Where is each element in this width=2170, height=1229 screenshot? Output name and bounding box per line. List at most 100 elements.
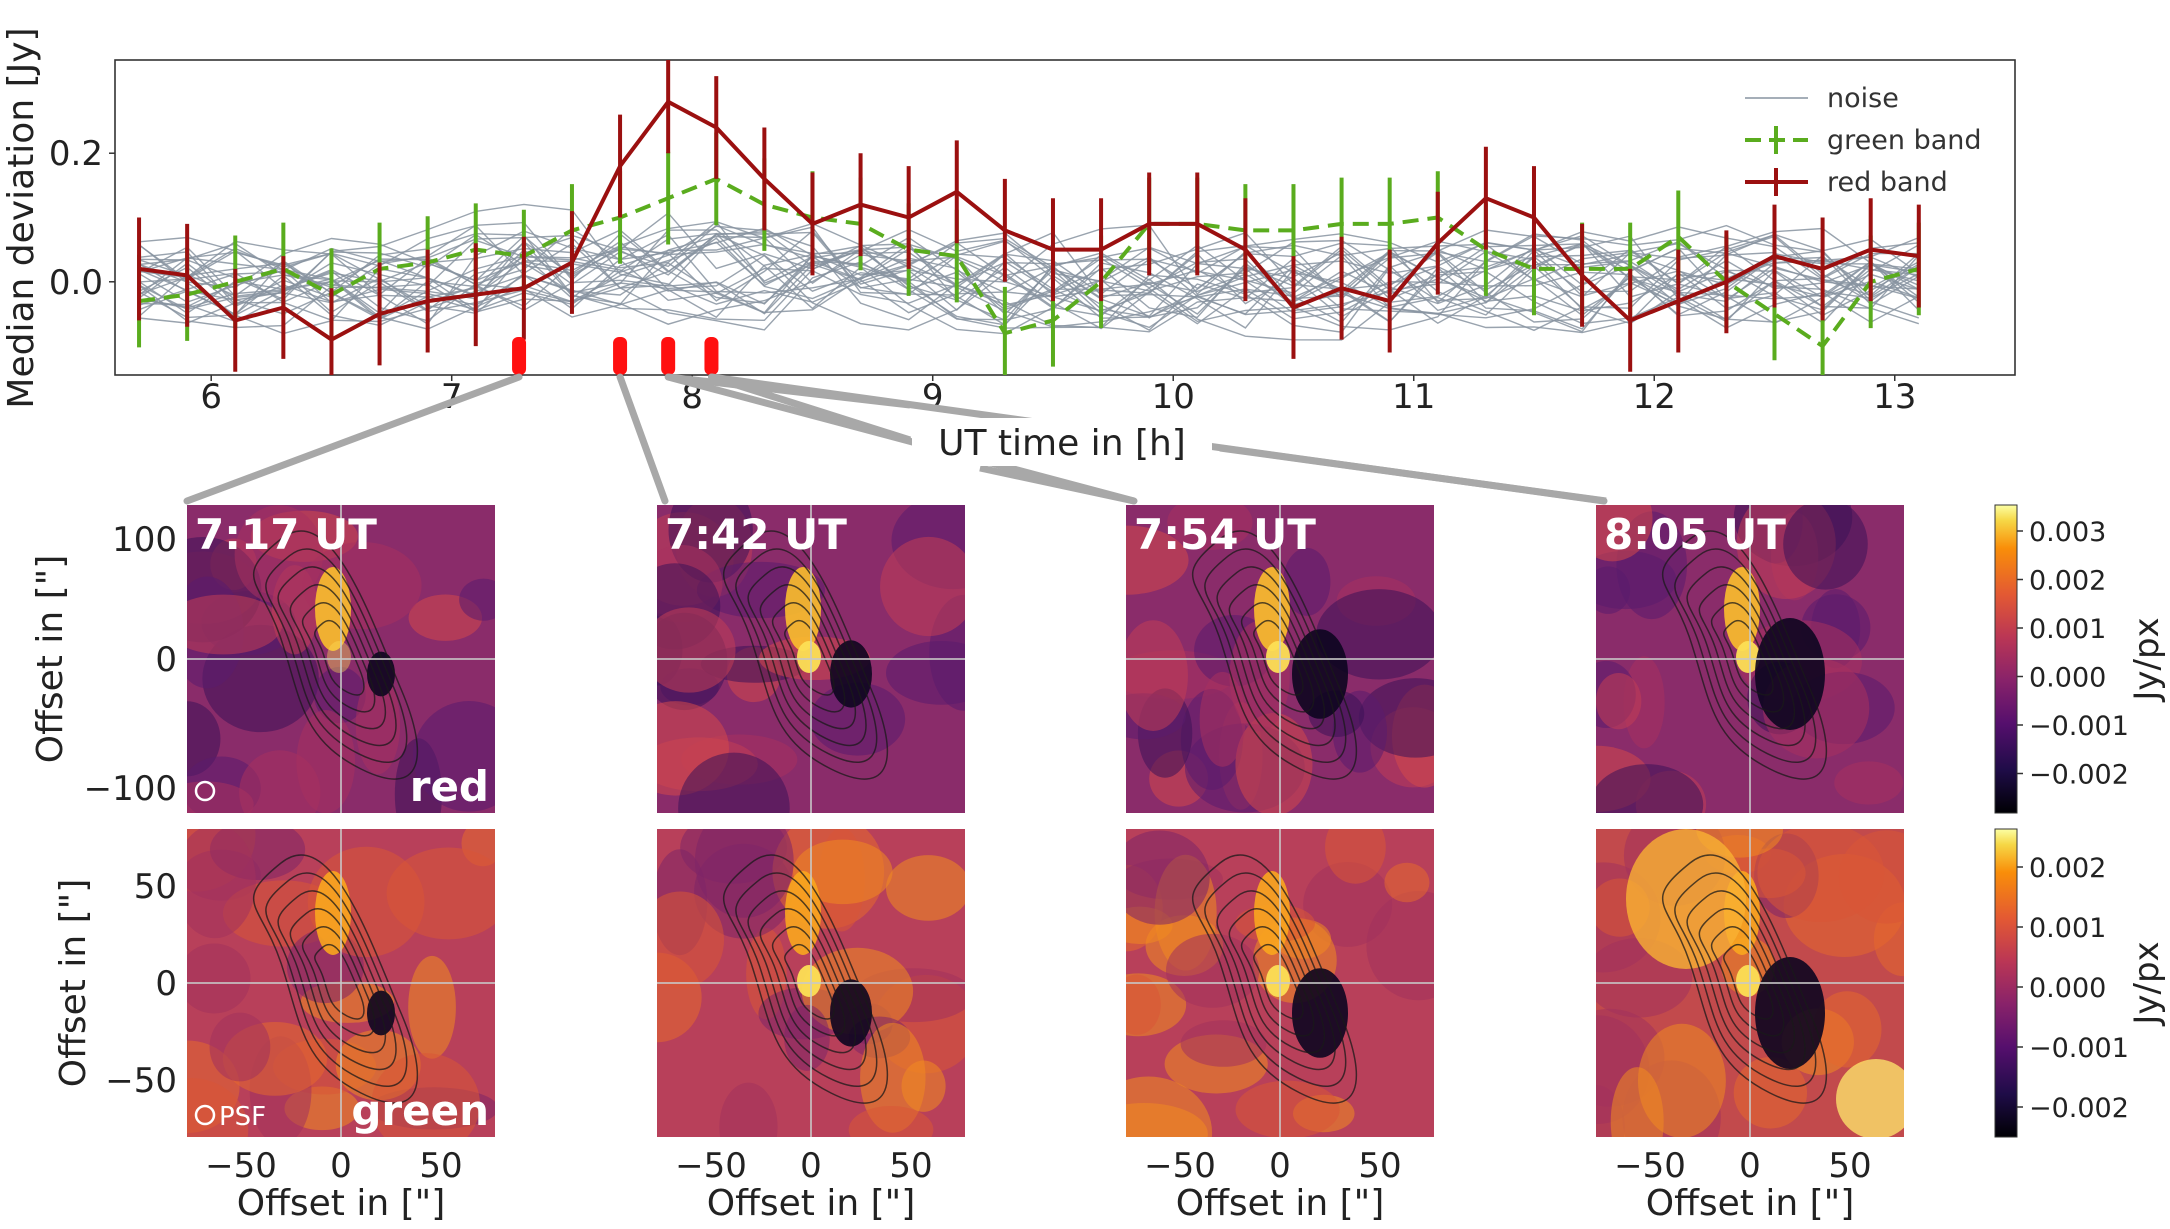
contour-line <box>314 943 365 1020</box>
contour-line <box>1698 584 1796 730</box>
contour-line <box>1661 854 1828 1104</box>
panel-x-label: Offset in ["] <box>1646 1183 1855 1224</box>
map-texture <box>886 855 965 921</box>
map-panel: 7:54 UT <box>1126 505 1434 813</box>
contour-line <box>1686 890 1806 1071</box>
map-panel <box>1126 829 1434 1137</box>
map-panel: 7:17 UT red <box>187 505 495 813</box>
contour-line <box>1191 530 1358 780</box>
noise-line <box>138 238 1920 329</box>
contour-line <box>1723 619 1774 696</box>
peak-region <box>327 641 351 673</box>
map-texture <box>678 752 790 813</box>
noise-line <box>138 232 1919 316</box>
colorbar-tick-label: −0.001 <box>2029 711 2129 742</box>
contour-line <box>1240 602 1315 713</box>
peak-region <box>1736 641 1760 673</box>
contour-line <box>1698 908 1796 1054</box>
y-tick-label: 0.0 <box>49 263 103 303</box>
map-texture <box>1596 764 1704 813</box>
noise-line <box>138 232 1919 333</box>
map-texture <box>187 781 254 813</box>
contour-line <box>735 548 878 764</box>
y-axis-ticks: 0.0 0.2 <box>49 134 115 303</box>
colorbar <box>1994 828 2018 1138</box>
map-texture <box>187 829 256 939</box>
peak-region <box>797 965 821 997</box>
map-texture <box>793 839 893 905</box>
panel-time-label: 8:05 UT <box>1604 510 1786 559</box>
contour-line <box>1191 854 1358 1104</box>
peak-region <box>1266 965 1290 997</box>
map-texture <box>1596 673 1642 730</box>
colorbar-tick-label: 0.001 <box>2029 614 2106 645</box>
peak-region <box>797 641 821 673</box>
legend: noise green band red band <box>1745 83 1982 198</box>
map-texture <box>187 594 283 655</box>
colorbar-tick-label: 0.000 <box>2029 663 2106 694</box>
y-tick-label: 0.2 <box>49 134 103 174</box>
contour-line <box>301 602 376 713</box>
map-texture <box>1180 1020 1267 1067</box>
map-texture <box>1199 671 1246 767</box>
panel-x-tick-label: 50 <box>889 1146 932 1186</box>
contour-line <box>759 584 857 730</box>
contour-line <box>1723 943 1774 1020</box>
map-texture <box>187 943 251 1014</box>
panel-x-tick-label: 0 <box>1739 1146 1761 1186</box>
noise-line <box>138 227 1920 331</box>
map-texture <box>413 701 495 812</box>
x-axis-label: UT time in [h] <box>938 423 1186 464</box>
x-axis-ticks: 6 7 8 9 10 11 12 13 <box>200 375 1916 417</box>
panel-x-tick-label: −50 <box>675 1146 747 1186</box>
panel-x-tick-label: 50 <box>1828 1146 1871 1186</box>
contour-line <box>1710 602 1785 713</box>
map-texture <box>355 675 401 775</box>
map-texture <box>1325 829 1386 884</box>
contour-line <box>1674 548 1817 764</box>
contour-line <box>1674 872 1817 1088</box>
panel-y-label: Offset in ["] <box>30 555 71 764</box>
legend-green-label: green band <box>1827 125 1982 156</box>
x-tick-label: 10 <box>1152 377 1195 417</box>
red-band-series <box>137 60 1921 375</box>
x-tick-label: 11 <box>1392 377 1435 417</box>
contour-line <box>301 926 376 1037</box>
panel-y-tick-label: 0 <box>155 964 177 1004</box>
contour-line <box>252 530 419 780</box>
map-texture <box>1812 991 1882 1068</box>
contour-line <box>784 619 835 696</box>
contour-line <box>1661 530 1828 780</box>
x-tick-label: 12 <box>1633 377 1676 417</box>
contour-line <box>747 890 867 1071</box>
panel-x-tick-label: 50 <box>419 1146 462 1186</box>
contour-line <box>747 566 867 747</box>
contour-line <box>1253 619 1304 696</box>
map-texture <box>719 1082 778 1137</box>
colorbar-tick-label: −0.002 <box>2029 1093 2129 1124</box>
connector-line <box>667 373 911 409</box>
map-texture <box>1783 505 1868 590</box>
connector-line <box>1219 444 1607 505</box>
contour-line <box>784 943 835 1020</box>
peak-region <box>1736 965 1760 997</box>
contour-line <box>1240 926 1315 1037</box>
noise-line <box>139 235 1919 316</box>
contour-line <box>252 854 419 1104</box>
map-texture <box>1235 1080 1340 1137</box>
map-texture <box>1126 974 1161 1035</box>
colorbar <box>1994 504 2018 814</box>
map-texture <box>1623 656 1665 749</box>
x-tick-label: 6 <box>200 377 222 417</box>
legend-noise-label: noise <box>1827 83 1899 114</box>
bright-region <box>1254 871 1290 955</box>
panel-x-tick-label: 0 <box>800 1146 822 1186</box>
map-texture <box>1596 550 1677 610</box>
map-texture <box>657 607 736 693</box>
plot-frame <box>114 59 2016 376</box>
contour-line <box>1686 566 1806 747</box>
panel-time-label: 7:54 UT <box>1134 510 1316 559</box>
colorbars: 0.003 0.002 0.001 0.000 −0.001 −0.002 Jy/px 0.0… <box>1994 504 2167 1138</box>
noise-line <box>138 234 1920 335</box>
